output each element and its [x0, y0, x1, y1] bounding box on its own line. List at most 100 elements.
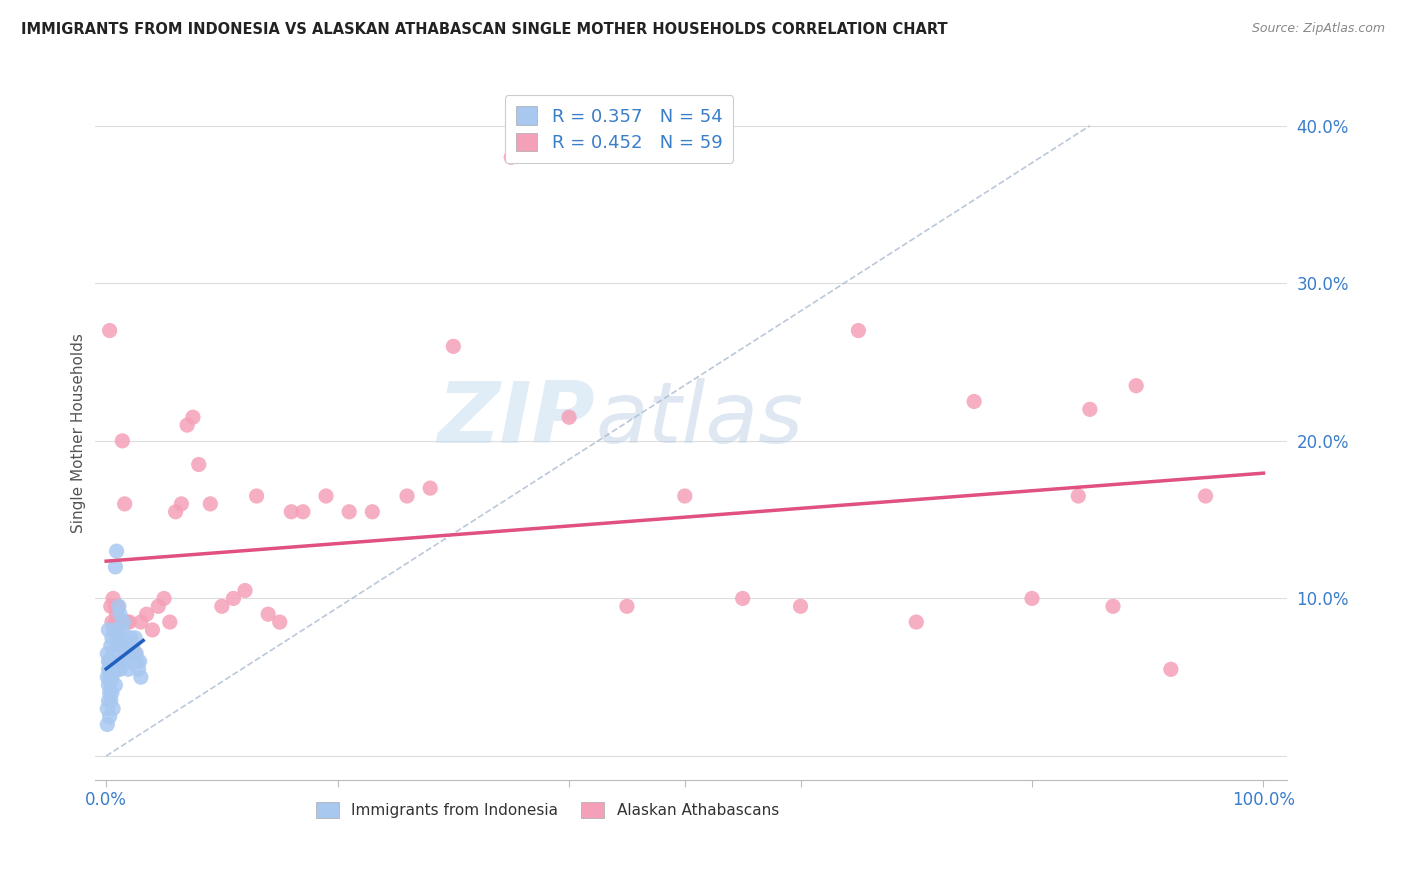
Point	[1125, 378, 1147, 392]
Point	[114, 497, 136, 511]
Point	[96, 717, 118, 731]
Point	[419, 481, 441, 495]
Point	[98, 324, 121, 338]
Text: ZIP: ZIP	[437, 377, 595, 460]
Point	[98, 686, 121, 700]
Point	[127, 655, 149, 669]
Point	[98, 709, 121, 723]
Point	[104, 615, 127, 629]
Text: atlas: atlas	[595, 377, 803, 460]
Point	[112, 615, 135, 629]
Y-axis label: Single Mother Households: Single Mother Households	[72, 333, 86, 533]
Point	[100, 694, 122, 708]
Point	[107, 599, 129, 614]
Point	[97, 694, 120, 708]
Point	[159, 615, 181, 629]
Text: IMMIGRANTS FROM INDONESIA VS ALASKAN ATHABASCAN SINGLE MOTHER HOUSEHOLDS CORRELA: IMMIGRANTS FROM INDONESIA VS ALASKAN ATH…	[21, 22, 948, 37]
Point	[1102, 599, 1125, 614]
Point	[181, 410, 204, 425]
Point	[731, 591, 754, 606]
Point	[963, 394, 986, 409]
Point	[105, 607, 128, 622]
Point	[100, 639, 122, 653]
Point	[170, 497, 193, 511]
Point	[111, 434, 134, 448]
Point	[96, 647, 118, 661]
Point	[101, 670, 124, 684]
Point	[101, 686, 124, 700]
Point	[101, 655, 124, 669]
Point	[257, 607, 280, 622]
Point	[1194, 489, 1216, 503]
Point	[124, 631, 146, 645]
Point	[98, 655, 121, 669]
Point	[269, 615, 291, 629]
Point	[110, 631, 132, 645]
Point	[337, 505, 360, 519]
Point	[108, 599, 131, 614]
Point	[280, 505, 302, 519]
Point	[135, 607, 157, 622]
Point	[361, 505, 384, 519]
Point	[103, 623, 125, 637]
Point	[111, 623, 134, 637]
Point	[558, 410, 581, 425]
Point	[98, 667, 121, 681]
Point	[110, 639, 132, 653]
Point	[121, 647, 143, 661]
Point	[104, 560, 127, 574]
Point	[315, 489, 337, 503]
Point	[104, 599, 127, 614]
Point	[141, 623, 163, 637]
Point	[97, 678, 120, 692]
Point	[107, 639, 129, 653]
Point	[100, 599, 122, 614]
Point	[117, 662, 139, 676]
Point	[107, 662, 129, 676]
Point	[187, 458, 209, 472]
Point	[97, 655, 120, 669]
Point	[125, 647, 148, 661]
Point	[101, 662, 124, 676]
Point	[1078, 402, 1101, 417]
Point	[108, 662, 131, 676]
Point	[118, 615, 141, 629]
Point	[98, 673, 121, 688]
Point	[101, 631, 124, 645]
Point	[105, 631, 128, 645]
Point	[124, 647, 146, 661]
Point	[129, 670, 152, 684]
Text: Source: ZipAtlas.com: Source: ZipAtlas.com	[1251, 22, 1385, 36]
Point	[673, 489, 696, 503]
Point	[789, 599, 811, 614]
Point	[104, 678, 127, 692]
Point	[222, 591, 245, 606]
Point	[97, 662, 120, 676]
Point	[128, 662, 150, 676]
Point	[905, 615, 928, 629]
Point	[100, 673, 122, 688]
Point	[200, 497, 222, 511]
Point	[122, 655, 145, 669]
Point	[129, 615, 152, 629]
Point	[108, 607, 131, 622]
Point	[103, 623, 125, 637]
Point	[848, 324, 870, 338]
Point	[115, 615, 138, 629]
Point	[115, 639, 138, 653]
Point	[103, 655, 125, 669]
Point	[100, 662, 122, 676]
Point	[96, 702, 118, 716]
Point	[153, 591, 176, 606]
Point	[101, 615, 124, 629]
Point	[396, 489, 419, 503]
Point	[120, 631, 142, 645]
Point	[1021, 591, 1043, 606]
Point	[101, 591, 124, 606]
Point	[108, 655, 131, 669]
Point	[101, 647, 124, 661]
Point	[441, 339, 464, 353]
Point	[101, 702, 124, 716]
Point	[246, 489, 269, 503]
Point	[96, 670, 118, 684]
